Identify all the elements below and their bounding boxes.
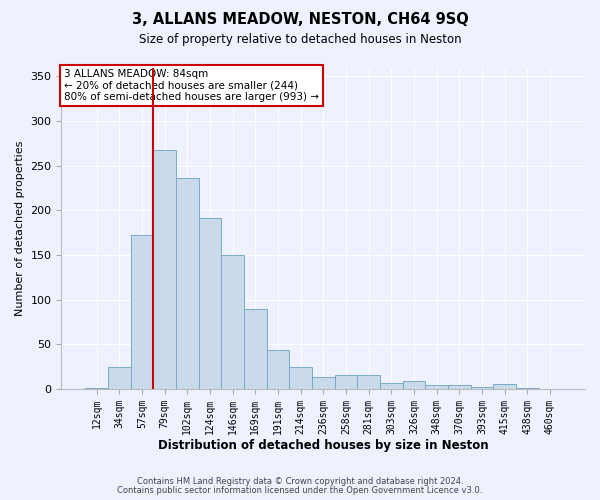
Text: Size of property relative to detached houses in Neston: Size of property relative to detached ho… [139,32,461,46]
X-axis label: Distribution of detached houses by size in Neston: Distribution of detached houses by size … [158,440,488,452]
Bar [448,384,470,389]
Bar [85,388,108,389]
Text: 3 ALLANS MEADOW: 84sqm
← 20% of detached houses are smaller (244)
80% of semi-de: 3 ALLANS MEADOW: 84sqm ← 20% of detached… [64,69,319,102]
Text: Contains HM Land Registry data © Crown copyright and database right 2024.: Contains HM Land Registry data © Crown c… [137,477,463,486]
Bar [357,374,380,389]
Bar [108,366,131,389]
Bar [153,150,176,389]
Bar [244,308,266,389]
Bar [425,384,448,389]
Bar [470,387,493,389]
Bar [335,374,357,389]
Bar [403,381,425,389]
Bar [493,384,516,389]
Bar [221,255,244,389]
Bar [131,236,153,389]
Bar [199,218,221,389]
Bar [266,350,289,389]
Bar [312,378,335,389]
Text: 3, ALLANS MEADOW, NESTON, CH64 9SQ: 3, ALLANS MEADOW, NESTON, CH64 9SQ [131,12,469,28]
Text: Contains public sector information licensed under the Open Government Licence v3: Contains public sector information licen… [118,486,482,495]
Bar [380,382,403,389]
Bar [516,388,539,389]
Bar [176,178,199,389]
Y-axis label: Number of detached properties: Number of detached properties [15,140,25,316]
Bar [289,366,312,389]
